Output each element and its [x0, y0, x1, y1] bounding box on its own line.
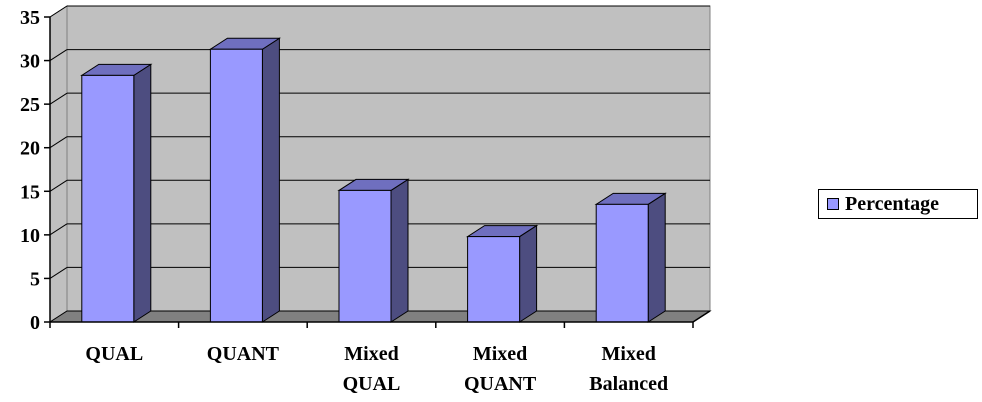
- x-category-label: QUANT: [207, 343, 280, 365]
- y-tick-label: 5: [30, 268, 40, 290]
- x-category-label: QUAL: [85, 343, 143, 365]
- bar: [81, 74, 135, 323]
- gridline-diag: [49, 136, 68, 149]
- gridline-diag: [49, 5, 68, 18]
- bar: [595, 203, 649, 323]
- x-axis-end: [692, 310, 711, 323]
- legend-label-percentage: Percentage: [845, 192, 940, 215]
- y-tick-label: 0: [30, 312, 40, 334]
- legend-swatch-percentage: [827, 198, 839, 210]
- bar-side: [390, 178, 409, 323]
- bar-side: [133, 63, 152, 323]
- x-category-label: Mixed QUANT: [464, 343, 537, 395]
- plot-side-wall: [49, 5, 68, 323]
- y-tick-label: 35: [20, 7, 40, 29]
- x-category-label: Mixed QUAL: [343, 343, 401, 395]
- x-category-label: Mixed Balanced: [589, 343, 668, 395]
- y-tick-label: 30: [20, 51, 40, 73]
- bar: [209, 48, 263, 323]
- y-tick-label: 10: [20, 225, 40, 247]
- bar-side: [647, 192, 666, 323]
- bar-side: [519, 224, 538, 323]
- gridline-diag: [49, 92, 68, 105]
- bar: [467, 236, 521, 323]
- y-tick-label: 15: [20, 181, 40, 203]
- gridline-diag: [49, 49, 68, 61]
- y-tick-label: 20: [20, 138, 40, 160]
- gridline-diag: [49, 179, 68, 192]
- bar-side: [261, 37, 280, 323]
- legend: Percentage: [818, 189, 978, 219]
- gridline-diag: [49, 223, 68, 236]
- gridline-diag: [49, 267, 68, 279]
- bar: [338, 189, 392, 323]
- y-tick-label: 25: [20, 94, 40, 116]
